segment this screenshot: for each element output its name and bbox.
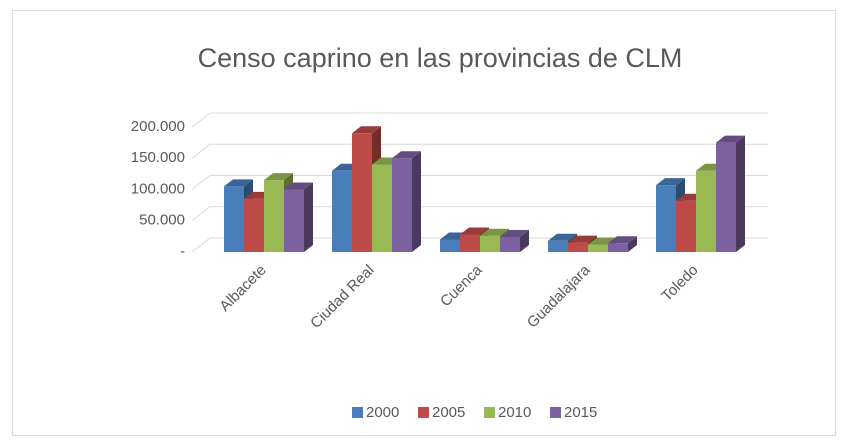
bar-front: [332, 170, 352, 252]
bar: [392, 151, 421, 252]
bar-top: [460, 227, 489, 235]
y-tick-label: 100.000: [131, 180, 185, 197]
bar-front: [548, 240, 568, 252]
bar-front: [284, 189, 304, 252]
y-tick-label: 200.000: [131, 118, 185, 135]
legend-swatch: [484, 407, 495, 418]
bar-front: [224, 186, 244, 252]
grid-line: [191, 143, 768, 159]
bar-top: [716, 135, 745, 143]
legend-swatch: [418, 407, 429, 418]
bar-top: [548, 233, 577, 241]
bar-top: [500, 230, 529, 237]
bar-front: [656, 185, 676, 252]
bar-top: [568, 235, 597, 243]
bar-top: [480, 228, 509, 236]
bar-side: [520, 230, 529, 252]
legend-swatch: [550, 407, 561, 418]
bar-top: [284, 182, 313, 190]
bar-top: [352, 126, 381, 134]
bar-front: [588, 244, 608, 252]
bar-front: [392, 158, 412, 252]
bar-front: [716, 142, 736, 252]
bar-top: [656, 178, 685, 186]
bar-front: [440, 239, 460, 252]
bar-front: [500, 237, 520, 252]
y-tick-label: 150.000: [131, 149, 185, 166]
grid-line: [191, 206, 768, 222]
bar-front: [676, 200, 696, 252]
y-tick-label: -: [180, 243, 185, 260]
bar-top: [264, 173, 293, 181]
legend-label: 2000: [366, 404, 399, 421]
bar-front: [696, 170, 716, 252]
bar-front: [460, 234, 480, 252]
bar: [284, 182, 313, 252]
y-tick-label: 50.000: [139, 212, 185, 229]
bar-front: [264, 180, 284, 252]
bar-front: [608, 243, 628, 252]
bar-front: [352, 133, 372, 252]
bar: [500, 230, 529, 252]
legend-swatch: [352, 407, 363, 418]
bar: [716, 135, 745, 252]
bar-side: [304, 182, 313, 252]
chart-title: Censo caprino en las provincias de CLM: [198, 43, 683, 73]
legend-label: 2010: [498, 404, 531, 421]
legend-label: 2015: [564, 404, 597, 421]
bar-top: [224, 179, 253, 187]
bar-front: [372, 164, 392, 252]
grid-line: [191, 175, 768, 190]
bar-side: [736, 135, 745, 252]
bar-front: [568, 242, 588, 252]
bar-side: [412, 151, 421, 252]
bar-front: [244, 198, 264, 252]
grid-line: [191, 112, 768, 128]
legend-label: 2005: [432, 404, 465, 421]
bar-front: [480, 235, 500, 252]
bar: [608, 236, 637, 252]
bar-side: [628, 236, 637, 252]
bar-top: [608, 236, 637, 244]
bar-top: [392, 151, 421, 159]
